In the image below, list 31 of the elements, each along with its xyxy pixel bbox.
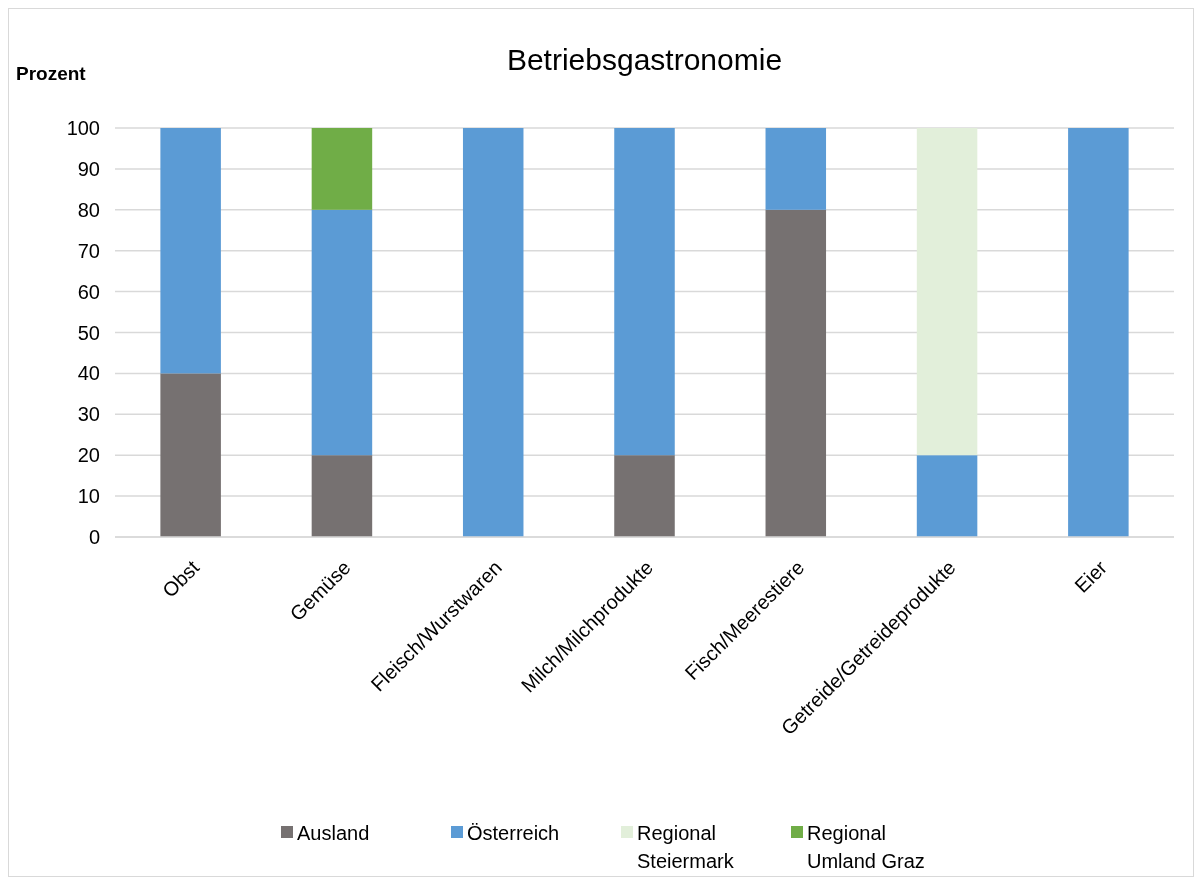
bar xyxy=(462,128,524,537)
y-tick-label: 10 xyxy=(77,485,100,508)
y-tick-label: 50 xyxy=(77,321,100,344)
bar xyxy=(311,128,373,210)
bar xyxy=(311,455,373,537)
y-tick-label: 40 xyxy=(77,362,100,385)
bar xyxy=(160,128,221,374)
y-axis-title: Prozent xyxy=(16,63,87,84)
chart-title: Betriebsgastronomie xyxy=(506,43,783,76)
bar xyxy=(916,128,978,456)
bar xyxy=(160,373,221,537)
y-tick-label: 30 xyxy=(77,403,100,426)
bar xyxy=(614,455,675,537)
y-tick-label: 0 xyxy=(88,526,100,548)
x-tick-label: Eier xyxy=(1070,555,1112,597)
y-tick-label: 70 xyxy=(77,239,100,262)
bar xyxy=(1068,128,1129,537)
legend-label: Regional Steiermark xyxy=(637,822,735,872)
bar xyxy=(765,128,827,210)
y-tick-label: 60 xyxy=(77,280,100,303)
bar xyxy=(311,209,373,456)
bar xyxy=(614,128,675,456)
y-tick-label: 20 xyxy=(77,444,100,467)
legend-label: Regional Umland Graz xyxy=(807,822,925,872)
legend-label: Österreich xyxy=(467,822,560,844)
bar xyxy=(765,209,827,537)
y-tick-label: 90 xyxy=(77,157,100,180)
legend-label: Ausland xyxy=(297,822,370,844)
y-tick-label: 80 xyxy=(77,198,100,221)
y-tick-label: 100 xyxy=(66,117,100,139)
bar xyxy=(916,455,978,537)
